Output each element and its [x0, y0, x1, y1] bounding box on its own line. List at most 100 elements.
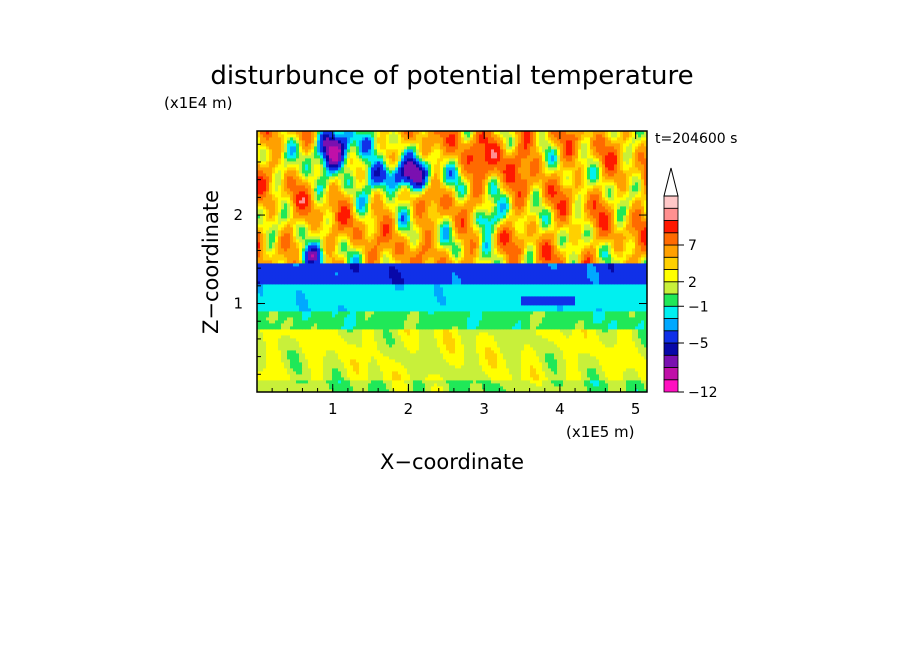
- heatmap-cell: [479, 359, 483, 363]
- heatmap-cell: [539, 332, 543, 336]
- heatmap-cell: [527, 284, 531, 288]
- heatmap-cell: [446, 293, 450, 297]
- heatmap-cell: [413, 299, 417, 303]
- heatmap-cell: [524, 341, 528, 345]
- heatmap-cell: [638, 296, 642, 300]
- heatmap-cell: [314, 377, 318, 381]
- heatmap-cell: [479, 308, 483, 312]
- heatmap-cell: [635, 308, 639, 312]
- heatmap-cell: [476, 320, 480, 324]
- heatmap-cell: [488, 365, 492, 369]
- heatmap-cell: [560, 359, 564, 363]
- heatmap-cell: [545, 290, 549, 294]
- heatmap-cell: [275, 362, 279, 366]
- heatmap-cell: [422, 308, 426, 312]
- heatmap-cell: [488, 323, 492, 327]
- heatmap-cell: [368, 344, 372, 348]
- heatmap-cell: [311, 284, 315, 288]
- heatmap-cell: [362, 383, 366, 387]
- heatmap-cell: [581, 329, 585, 333]
- heatmap-cell: [368, 278, 372, 282]
- heatmap-cell: [596, 386, 600, 390]
- heatmap-cell: [521, 383, 525, 387]
- heatmap-cell: [491, 305, 495, 309]
- heatmap-cell: [434, 302, 438, 306]
- heatmap-cell: [623, 350, 627, 354]
- heatmap-cell: [548, 386, 552, 390]
- heatmap-cell: [497, 377, 501, 381]
- heatmap-cell: [578, 359, 582, 363]
- heatmap-cell: [491, 371, 495, 375]
- heatmap-cell: [632, 281, 636, 285]
- heatmap-cell: [461, 374, 465, 378]
- heatmap-cell: [467, 365, 471, 369]
- heatmap-cell: [449, 347, 453, 351]
- heatmap-cell: [509, 308, 513, 312]
- heatmap-cell: [470, 350, 474, 354]
- heatmap-cell: [362, 293, 366, 297]
- heatmap-cell: [422, 380, 426, 384]
- heatmap-cell: [392, 356, 396, 360]
- heatmap-cell: [287, 353, 291, 357]
- heatmap-cell: [467, 368, 471, 372]
- heatmap-cell: [518, 344, 522, 348]
- heatmap-cell: [308, 368, 312, 372]
- heatmap-cell: [332, 281, 336, 285]
- heatmap-cell: [308, 317, 312, 321]
- heatmap-cell: [623, 377, 627, 381]
- heatmap-cell: [539, 305, 543, 309]
- heatmap-cell: [458, 356, 462, 360]
- heatmap-cell: [587, 290, 591, 294]
- heatmap-cell: [416, 275, 420, 279]
- heatmap-cell: [263, 377, 267, 381]
- heatmap-cell: [404, 374, 408, 378]
- heatmap-cell: [578, 278, 582, 282]
- heatmap-cell: [314, 287, 318, 291]
- heatmap-cell: [578, 326, 582, 330]
- heatmap-cell: [269, 344, 273, 348]
- heatmap-cell: [272, 374, 276, 378]
- heatmap-cell: [536, 278, 540, 282]
- heatmap-cell: [356, 380, 360, 384]
- heatmap-cell: [575, 329, 579, 333]
- heatmap-cell: [332, 374, 336, 378]
- heatmap-cell: [341, 308, 345, 312]
- heatmap-cell: [353, 371, 357, 375]
- heatmap-cell: [533, 299, 537, 303]
- heatmap-cell: [281, 377, 285, 381]
- heatmap-cell: [632, 317, 636, 321]
- heatmap-cell: [560, 320, 564, 324]
- heatmap-cell: [593, 305, 597, 309]
- heatmap-cell: [356, 365, 360, 369]
- heatmap-cell: [551, 356, 555, 360]
- heatmap-cell: [497, 368, 501, 372]
- heatmap-cell: [377, 374, 381, 378]
- heatmap-cell: [437, 296, 441, 300]
- heatmap-cell: [389, 386, 393, 390]
- heatmap-cell: [260, 344, 264, 348]
- heatmap-cell: [434, 389, 438, 392]
- heatmap-cell: [413, 389, 417, 392]
- heatmap-cell: [356, 299, 360, 303]
- heatmap-cell: [296, 338, 300, 342]
- heatmap-cell: [509, 311, 513, 315]
- heatmap-cell: [407, 329, 411, 333]
- heatmap-cell: [260, 368, 264, 372]
- heatmap-cell: [587, 383, 591, 387]
- heatmap-cell: [581, 278, 585, 282]
- heatmap-cell: [416, 311, 420, 315]
- heatmap-cell: [464, 365, 468, 369]
- heatmap-cell: [257, 323, 261, 327]
- heatmap-cell: [524, 308, 528, 312]
- heatmap-cell: [611, 380, 615, 384]
- heatmap-cell: [374, 374, 378, 378]
- heatmap-cell: [278, 284, 282, 288]
- heatmap-cell: [473, 341, 477, 345]
- heatmap-cell: [317, 347, 321, 351]
- heatmap-cell: [587, 329, 591, 333]
- heatmap-cell: [392, 353, 396, 357]
- heatmap-cell: [632, 329, 636, 333]
- heatmap-cell: [560, 311, 564, 315]
- heatmap-cell: [341, 341, 345, 345]
- heatmap-cell: [350, 326, 354, 330]
